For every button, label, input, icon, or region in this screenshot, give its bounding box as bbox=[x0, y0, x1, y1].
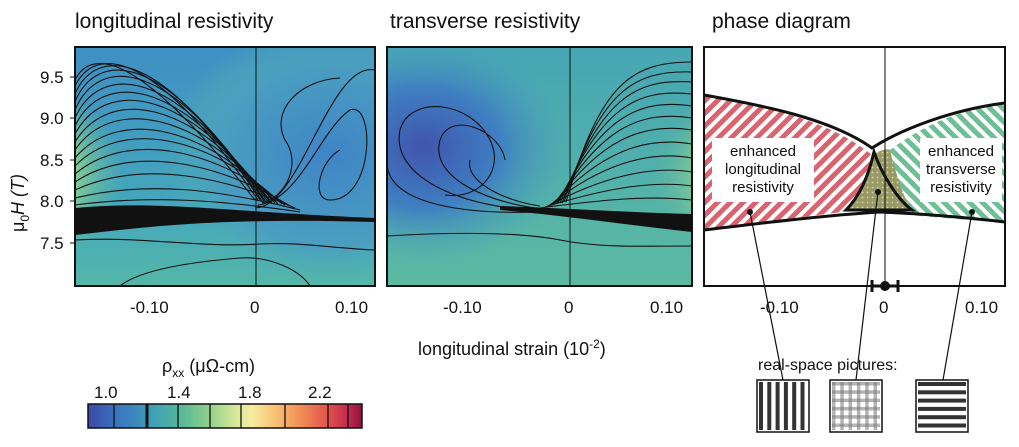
colorbar-label-rho: ρ bbox=[162, 356, 172, 376]
region-long-line-3: resistivity bbox=[732, 179, 794, 196]
stripe bbox=[832, 382, 880, 386]
stripe bbox=[832, 390, 880, 394]
region-long-line-1: enhanced bbox=[730, 143, 796, 160]
phase-diagram: enhanced longitudinal resistivity enhanc… bbox=[703, 46, 1006, 381]
y-axis-label-sub: 0 bbox=[18, 215, 32, 222]
real-space-picture-checker bbox=[829, 379, 883, 433]
stripe bbox=[832, 382, 836, 430]
x-ticks-phase: -0.10 0 0.10 bbox=[760, 298, 998, 317]
stripe bbox=[918, 390, 966, 395]
x-axis-label-main: longitudinal strain (10 bbox=[418, 339, 589, 359]
x-tick-label: -0.10 bbox=[130, 298, 169, 317]
stripe bbox=[800, 382, 805, 430]
real-space-picture-vertical bbox=[756, 379, 810, 433]
x-tick-label: 0 bbox=[564, 298, 573, 317]
colorbar-label: ρxx (μΩ-cm) bbox=[162, 356, 255, 380]
stripe bbox=[840, 382, 844, 430]
x-ticks-longitudinal: -0.10 0 0.10 bbox=[130, 298, 368, 317]
region-trans-line-3: resistivity bbox=[930, 179, 992, 196]
colorbar-tick-label: 1.4 bbox=[167, 383, 191, 402]
stripe bbox=[918, 423, 966, 428]
stripe bbox=[759, 382, 763, 430]
stripe bbox=[856, 382, 861, 430]
colorbar-tick-label: 1.0 bbox=[94, 383, 118, 402]
stripe bbox=[918, 415, 966, 420]
x-tick-label: 0 bbox=[879, 298, 888, 317]
y-tick-label: 8.0 bbox=[40, 192, 64, 211]
stripe bbox=[832, 423, 880, 427]
x-tick-label: -0.10 bbox=[760, 298, 799, 317]
colorbar-tick-label: 2.2 bbox=[308, 383, 332, 402]
stripe bbox=[832, 406, 880, 411]
x-ticks-transverse: -0.10 0 0.10 bbox=[443, 298, 683, 317]
colorbar: ρxx (μΩ-cm) 1.0 1.4 1.8 2.2 bbox=[87, 356, 363, 429]
transverse-heatmap bbox=[386, 46, 693, 287]
y-tick-label: 9.5 bbox=[40, 68, 64, 87]
real-space-label: real-space pictures: bbox=[758, 357, 898, 374]
y-axis-label-rest: H (T) bbox=[8, 174, 28, 215]
y-tick-label: 7.5 bbox=[40, 234, 64, 253]
x-tick-label: 0.10 bbox=[650, 298, 683, 317]
longitudinal-heatmap bbox=[74, 46, 376, 287]
phase-panel-title: phase diagram bbox=[712, 10, 851, 33]
stripe bbox=[918, 406, 966, 411]
x-axis-label-close: ) bbox=[600, 339, 606, 359]
stripe bbox=[783, 382, 788, 430]
real-space-picture-horizontal bbox=[915, 379, 969, 433]
region-trans-line-1: enhanced bbox=[928, 143, 994, 160]
x-axis-label-exp: -2 bbox=[589, 337, 600, 351]
colorbar-tick-label: 1.8 bbox=[238, 383, 262, 402]
stripe bbox=[767, 382, 772, 430]
longitudinal-panel-title: longitudinal resistivity bbox=[75, 10, 274, 33]
y-tick-label: 9.0 bbox=[40, 109, 64, 128]
y-axis-label: μ0H (T) bbox=[8, 174, 32, 232]
stripe bbox=[865, 382, 869, 430]
region-trans-line-2: transverse bbox=[926, 161, 996, 178]
stripe bbox=[918, 382, 966, 386]
x-tick-label: 0.10 bbox=[335, 298, 368, 317]
x-tick-label: 0 bbox=[250, 298, 259, 317]
x-axis-label: longitudinal strain (10-2) bbox=[418, 337, 606, 359]
y-ticks: 9.5 9.0 8.5 8.0 7.5 bbox=[40, 68, 75, 253]
y-axis-label-mu: μ bbox=[8, 222, 28, 232]
stripe bbox=[832, 415, 880, 419]
x-tick-label: -0.10 bbox=[443, 298, 482, 317]
colorbar-label-units: (μΩ-cm) bbox=[184, 356, 255, 376]
colorbar-label-sub: xx bbox=[172, 366, 184, 380]
transverse-panel-title: transverse resistivity bbox=[390, 10, 581, 33]
x-tick-label: 0.10 bbox=[965, 298, 998, 317]
stripe bbox=[918, 398, 966, 403]
region-long-line-2: longitudinal bbox=[725, 161, 801, 178]
y-tick-label: 8.5 bbox=[40, 151, 64, 170]
stripe bbox=[832, 398, 880, 403]
error-bar-marker bbox=[870, 280, 900, 292]
stripe bbox=[792, 382, 797, 430]
stripe bbox=[848, 382, 853, 430]
stripe bbox=[775, 382, 780, 430]
stripe bbox=[873, 382, 877, 430]
